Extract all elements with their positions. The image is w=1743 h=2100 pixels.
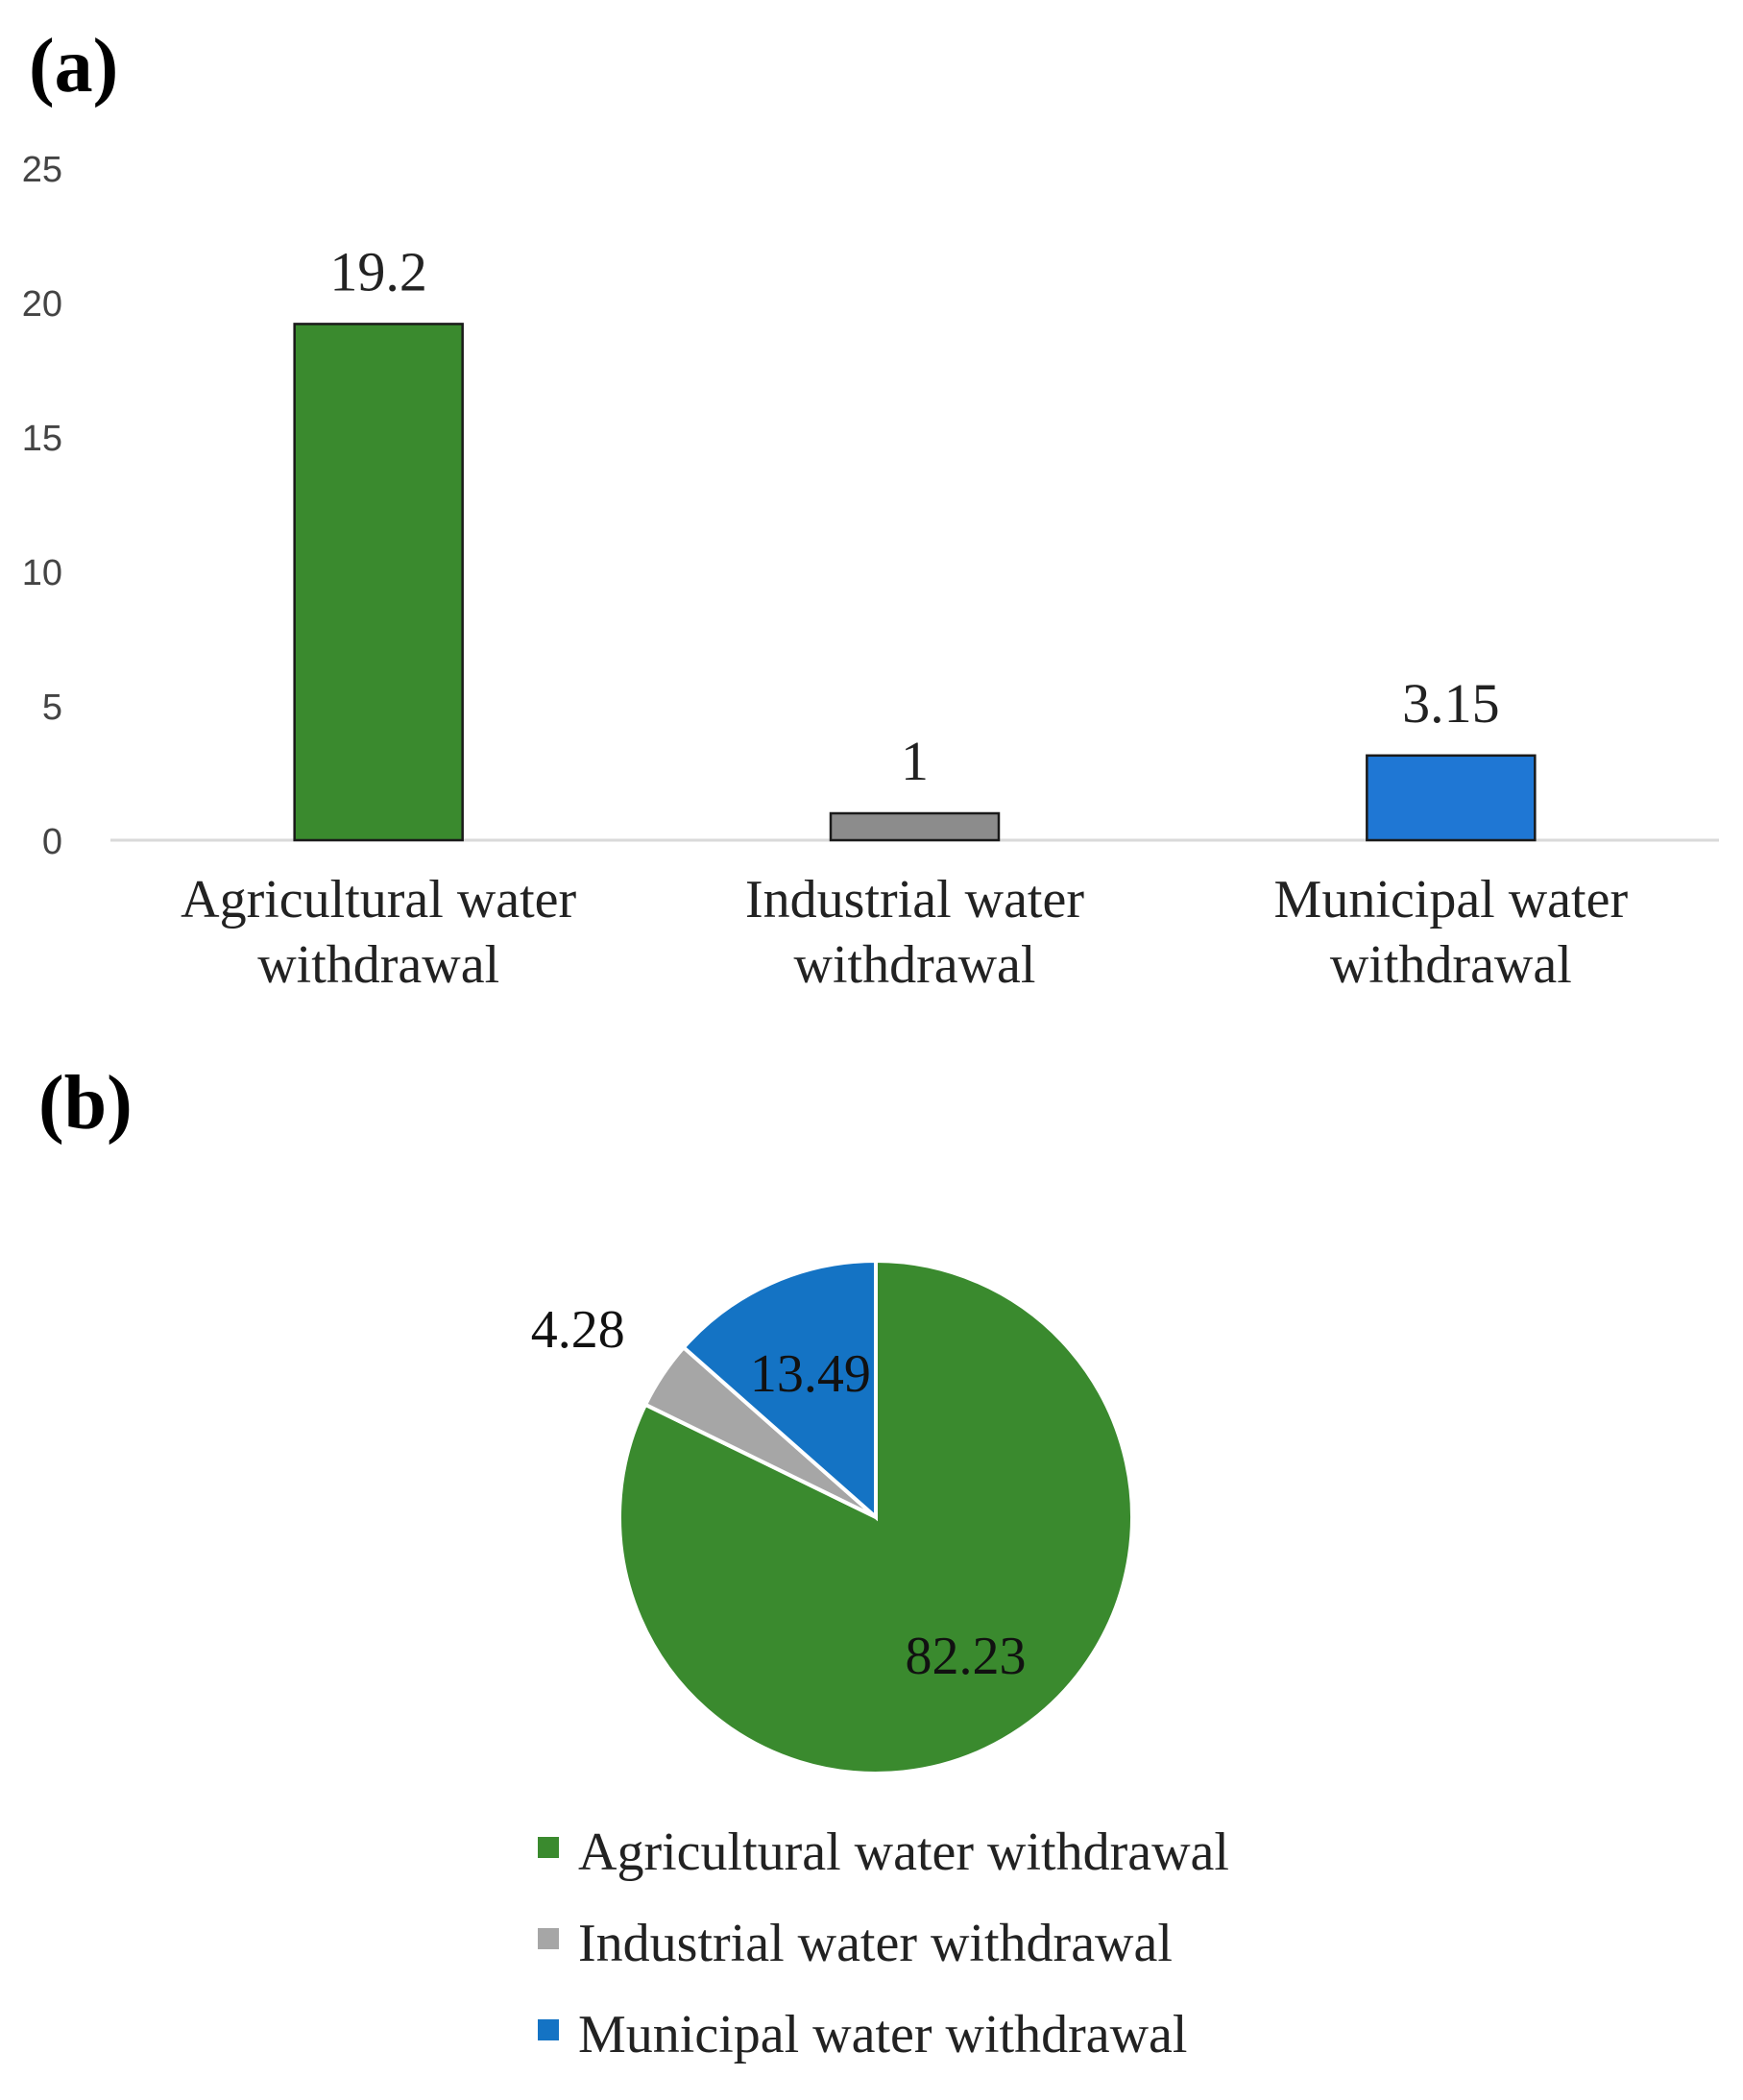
pie-chart-panel: (b) 82.23 4.28 13.49 Agricultural water wi… (38, 1061, 1229, 2064)
legend-entry: Industrial water withdrawal (578, 1914, 1173, 1973)
bar (1366, 754, 1537, 842)
x-category-label: Agricultural water withdrawal (181, 870, 576, 995)
pie-slice-label: 13.49 (750, 1344, 871, 1404)
bar-data-label: 19.2 (329, 240, 427, 302)
legend-swatch (538, 2019, 559, 2040)
x-category-label: Municipal water withdrawal (1274, 870, 1629, 995)
panel-label-a: (a) (29, 24, 118, 109)
y-tick-label: 15 (22, 419, 62, 459)
pie-slices (617, 1258, 1135, 1775)
bar (293, 323, 464, 842)
bar-data-labels: 19.2 1 3.15 (329, 240, 1499, 792)
y-tick-label: 20 (22, 284, 62, 325)
legend-entry: Agricultural water withdrawal (578, 1822, 1229, 1882)
y-tick-label: 0 (42, 822, 62, 862)
y-tick-label: 10 (22, 553, 62, 593)
legend-swatch (538, 1928, 559, 1949)
bar-data-label: 1 (901, 730, 929, 792)
bar-chart-panel: (a) 0 5 10 15 20 25 19.2 1 3.15 Agricultural wa… (22, 24, 1719, 995)
y-tick-label: 5 (42, 688, 62, 728)
legend-entry: Municipal water withdrawal (578, 2005, 1187, 2064)
bar-data-label: 3.15 (1402, 672, 1500, 735)
y-axis-ticks: 0 5 10 15 20 25 (22, 150, 62, 862)
pie-slice-label: 82.23 (906, 1627, 1027, 1686)
bar-marks (293, 323, 1537, 842)
pie-legend: Agricultural water withdrawal Industrial … (538, 1822, 1229, 2064)
y-tick-label: 25 (22, 150, 62, 190)
x-axis-category-labels: Agricultural water withdrawal Industrial w… (181, 870, 1628, 995)
x-category-label: Industrial water withdrawal (745, 870, 1084, 995)
pie-slice-label: 4.28 (531, 1300, 625, 1360)
pie-slice-labels: 82.23 4.28 13.49 (531, 1300, 1027, 1686)
bar (829, 811, 1001, 842)
legend-swatch (538, 1837, 559, 1858)
pie-slice (681, 1258, 878, 1522)
panel-label-b: (b) (38, 1061, 133, 1146)
